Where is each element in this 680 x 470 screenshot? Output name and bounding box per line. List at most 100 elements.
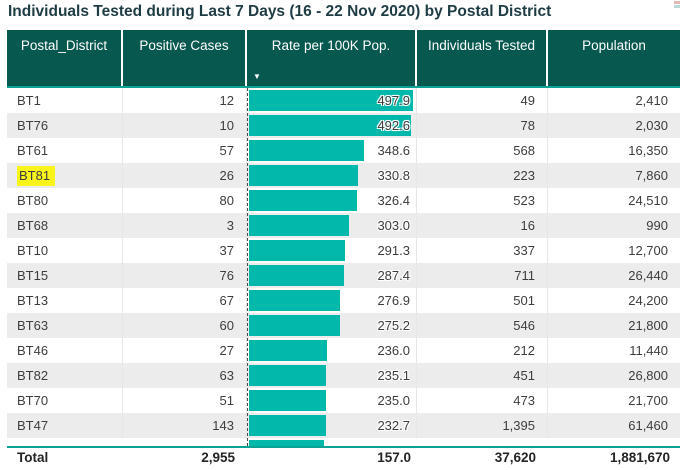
- cell-positive-cases: 143: [123, 413, 247, 438]
- cell-rate-per-100k: 497.9: [247, 88, 417, 113]
- table-row[interactable]: BT70 51 235.0 473 21,700: [7, 388, 680, 413]
- column-header-label: Positive Cases: [139, 38, 229, 53]
- cell-rate-per-100k: 236.0: [247, 338, 417, 363]
- rate-value-label: 235.1: [377, 368, 410, 383]
- cell-postal-district: BT82: [7, 363, 123, 388]
- cell-rate-per-100k: 303.0: [247, 213, 417, 238]
- cell-rate-per-100k: 235.0: [247, 388, 417, 413]
- cell-population: 24,510: [628, 193, 668, 208]
- table-body: BT1 12 497.9 49 2,410 BT76 10 492.6 78 2,030 BT61 5…: [7, 88, 680, 438]
- cell-individuals-tested: 16: [417, 213, 548, 238]
- rate-value-label: 291.3: [377, 243, 410, 258]
- table-row[interactable]: BT80 80 326.4 523 24,510: [7, 188, 680, 213]
- table-row[interactable]: BT82 63 235.1 451 26,800: [7, 363, 680, 388]
- cell-population: 21,700: [628, 393, 668, 408]
- total-row: Total 2,955 157.0 37,620 1,881,670: [7, 446, 680, 469]
- cell-positive-cases: 37: [123, 238, 247, 263]
- visual-header-icon-fragment[interactable]: [674, 1, 680, 10]
- rate-bar: [249, 365, 327, 386]
- partial-clipped-row[interactable]: [7, 438, 680, 446]
- cell-postal-district: BT68: [7, 213, 123, 238]
- cell-population: 16,350: [628, 143, 668, 158]
- cell-positive-cases: 80: [123, 188, 247, 213]
- cell-population: 2,030: [635, 118, 668, 133]
- table-row[interactable]: BT61 57 348.6 568 16,350: [7, 138, 680, 163]
- column-header-individuals-tested[interactable]: Individuals Tested: [417, 30, 548, 86]
- cell-positive-cases: 27: [123, 338, 247, 363]
- column-header-label: Individuals Tested: [427, 38, 536, 53]
- cell-individuals-tested: 212: [417, 338, 548, 363]
- column-header-population[interactable]: Population: [548, 30, 680, 86]
- cell-positive-cases: 76: [123, 263, 247, 288]
- cell-rate-per-100k: 287.4: [247, 263, 417, 288]
- total-population: 1,881,670: [609, 450, 670, 465]
- cell-positive-cases: 67: [123, 288, 247, 313]
- table-visual: Postal_District Positive Cases Rate per …: [7, 30, 680, 469]
- cell-postal-district: BT80: [7, 188, 123, 213]
- cell-rate-per-100k: 275.2: [247, 313, 417, 338]
- cell-rate-per-100k: 232.7: [247, 413, 417, 438]
- rate-bar: [249, 190, 357, 211]
- cell-positive-cases: 10: [123, 113, 247, 138]
- cell-population: 21,800: [628, 318, 668, 333]
- rate-bar: [249, 265, 344, 286]
- table-row[interactable]: BT76 10 492.6 78 2,030: [7, 113, 680, 138]
- rate-value-label: 303.0: [377, 218, 410, 233]
- rate-bar: [249, 140, 364, 161]
- cell-postal-district: BT46: [7, 338, 123, 363]
- column-header-rate-per-100k[interactable]: Rate per 100K Pop. ▼: [247, 30, 417, 86]
- cell-positive-cases: 63: [123, 363, 247, 388]
- table-row[interactable]: BT63 60 275.2 546 21,800: [7, 313, 680, 338]
- table-row[interactable]: BT46 27 236.0 212 11,440: [7, 338, 680, 363]
- table-row[interactable]: BT13 67 276.9 501 24,200: [7, 288, 680, 313]
- rate-bar: [249, 415, 326, 436]
- rate-value-label: 287.4: [377, 268, 410, 283]
- highlighted-district: BT81: [17, 166, 56, 186]
- table-row[interactable]: BT1 12 497.9 49 2,410: [7, 88, 680, 113]
- rate-value-label: 232.7: [377, 418, 410, 433]
- rate-bar: [249, 165, 358, 186]
- cell-postal-district: BT1: [7, 88, 123, 113]
- cell-individuals-tested: 523: [417, 188, 548, 213]
- rate-value-label: 275.2: [377, 318, 410, 333]
- sort-descending-icon: ▼: [253, 72, 261, 81]
- cell-rate-per-100k: 276.9: [247, 288, 417, 313]
- cell-individuals-tested: 711: [417, 263, 548, 288]
- cell-postal-district: BT63: [7, 313, 123, 338]
- table-row[interactable]: BT10 37 291.3 337 12,700: [7, 238, 680, 263]
- cell-individuals-tested: 78: [417, 113, 548, 138]
- cell-individuals-tested: 451: [417, 363, 548, 388]
- cell-population: 26,440: [628, 268, 668, 283]
- column-header-label: Rate per 100K Pop.: [271, 38, 391, 53]
- cell-population: 990: [646, 218, 668, 233]
- cell-population: 7,860: [635, 168, 668, 183]
- total-positive-cases: 2,955: [201, 450, 235, 465]
- rate-value-label: 497.9: [377, 93, 410, 108]
- table-row[interactable]: BT15 76 287.4 711 26,440: [7, 263, 680, 288]
- rate-value-label: 236.0: [377, 343, 410, 358]
- cell-postal-district: BT61: [7, 138, 123, 163]
- rate-bar: [249, 390, 327, 411]
- cell-population: 12,700: [628, 243, 668, 258]
- cell-postal-district: BT81: [7, 163, 123, 188]
- rate-value-label: 330.8: [377, 168, 410, 183]
- cell-individuals-tested: 223: [417, 163, 548, 188]
- rate-value-label: 326.4: [377, 193, 410, 208]
- table-header-row: Postal_District Positive Cases Rate per …: [7, 30, 680, 88]
- column-header-label: Population: [582, 38, 646, 53]
- column-header-positive-cases[interactable]: Positive Cases: [123, 30, 247, 86]
- cell-rate-per-100k: 330.8: [247, 163, 417, 188]
- table-row[interactable]: BT68 3 303.0 16 990: [7, 213, 680, 238]
- page-title: Individuals Tested during Last 7 Days (1…: [8, 3, 552, 20]
- column-header-label: Postal_District: [20, 38, 108, 53]
- cell-postal-district: BT70: [7, 388, 123, 413]
- cell-population: 24,200: [628, 293, 668, 308]
- cell-rate-per-100k: 348.6: [247, 138, 417, 163]
- cell-rate-per-100k: 492.6: [247, 113, 417, 138]
- table-row[interactable]: BT81 26 330.8 223 7,860: [7, 163, 680, 188]
- rate-bar: [249, 115, 412, 136]
- column-header-postal-district[interactable]: Postal_District: [7, 30, 123, 86]
- cell-population: 2,410: [635, 93, 668, 108]
- cell-individuals-tested: 1,395: [417, 413, 548, 438]
- table-row[interactable]: BT47 143 232.7 1,395 61,460: [7, 413, 680, 438]
